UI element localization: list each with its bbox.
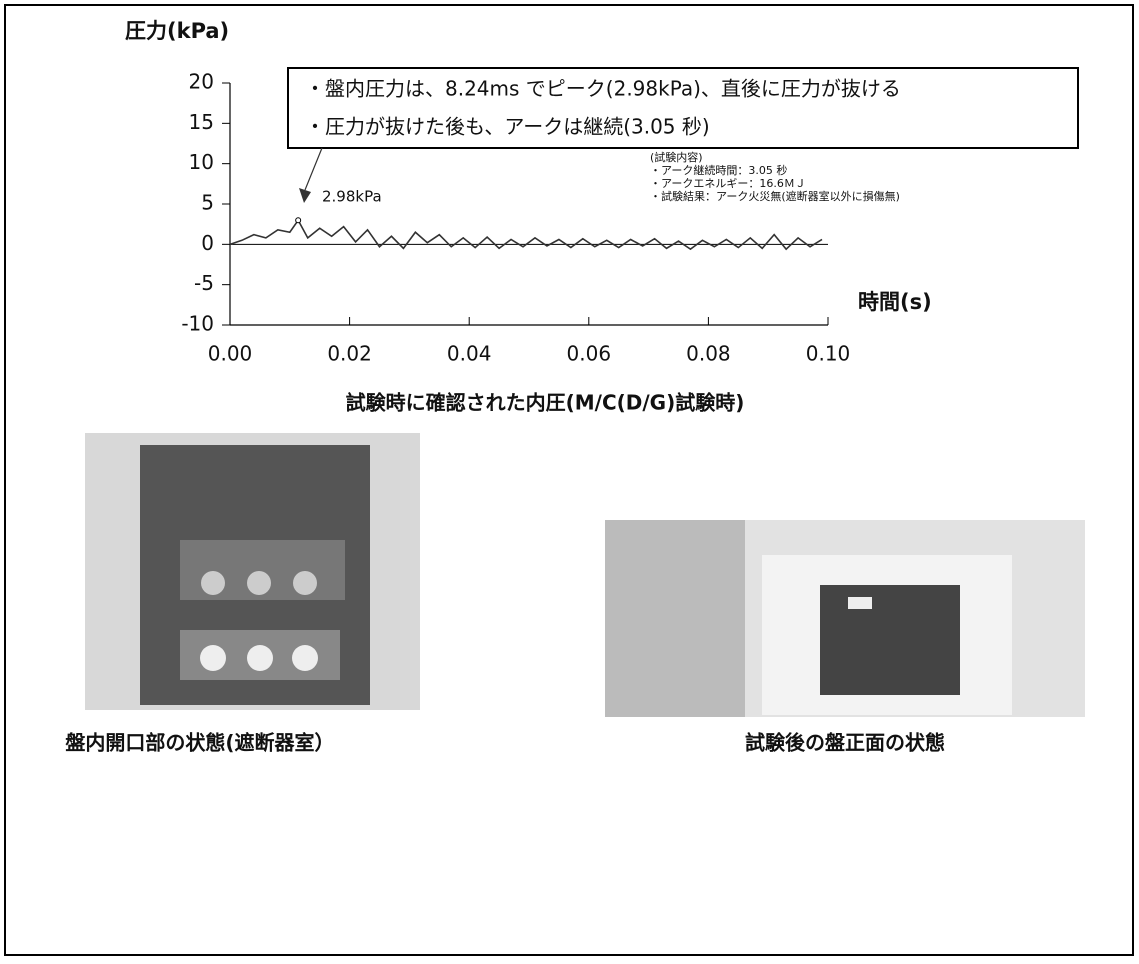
x-tick-label: 0.04 xyxy=(447,342,492,366)
photo-right xyxy=(605,520,1085,717)
x-tick-label: 0.00 xyxy=(208,342,253,366)
x-tick-label: 0.06 xyxy=(567,342,612,366)
x-tick-label: 0.08 xyxy=(686,342,731,366)
y-tick-label: -10 xyxy=(181,312,214,336)
y-tick-label: 5 xyxy=(201,191,214,215)
photo-caption: 試験後の盤正面の状態 xyxy=(745,731,945,755)
test-note: ・アーク継続時間：3.05 秒 xyxy=(650,163,787,177)
test-note: ・アークエネルギー：16.6ＭＪ xyxy=(650,177,806,190)
y-tick-label: -5 xyxy=(194,271,214,295)
chart-caption: 試験時に確認された内圧(M/C(D/G)試験時) xyxy=(346,391,745,415)
test-note: (試験内容) xyxy=(650,150,703,164)
x-tick-label: 0.02 xyxy=(327,342,372,366)
peak-label: 2.98kPa xyxy=(322,188,382,206)
y-tick-label: 10 xyxy=(189,150,214,174)
photo-left xyxy=(85,433,420,710)
y-axis-label: 圧力(kPa) xyxy=(125,19,229,43)
callout-line: ・圧力が抜けた後も、アークは継続(3.05 秒) xyxy=(305,115,710,139)
photo-caption: 盤内開口部の状態(遮断器室） xyxy=(65,731,334,755)
pressure-line xyxy=(229,218,823,251)
arrow-head xyxy=(299,188,311,203)
test-note: ・試験結果：アーク火災無(遮断器室以外に損傷無) xyxy=(650,189,900,203)
peak-marker xyxy=(295,217,302,224)
callout-line: ・盤内圧力は、8.24ms でピーク(2.98kPa)、直後に圧力が抜ける xyxy=(305,77,901,101)
x-axis-label: 時間(s) xyxy=(858,290,932,314)
x-tick-label: 0.10 xyxy=(806,342,851,366)
callout-arrow xyxy=(304,147,323,191)
y-tick-label: 20 xyxy=(189,70,214,94)
y-tick-label: 0 xyxy=(201,231,214,255)
callout-box xyxy=(287,67,1079,149)
y-tick-label: 15 xyxy=(189,110,214,134)
frame xyxy=(4,4,1134,956)
